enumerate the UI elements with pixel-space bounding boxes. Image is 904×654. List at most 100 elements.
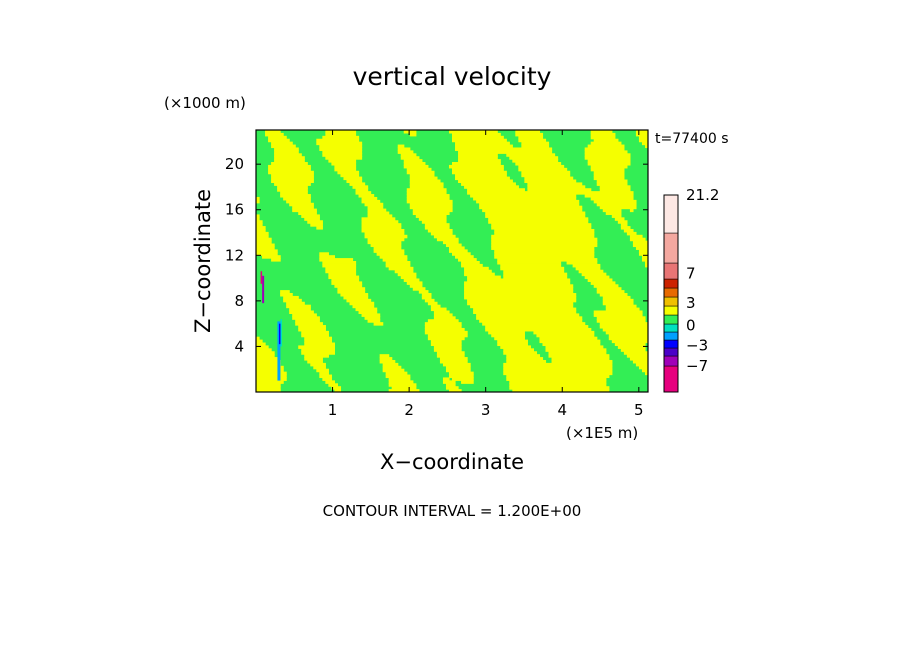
updraft-patch: [274, 159, 305, 163]
updraft-patch: [467, 191, 634, 195]
updraft-patch: [367, 214, 393, 218]
updraft-patch: [602, 208, 622, 213]
updraft-patch: [256, 234, 269, 239]
updraft-patch: [605, 307, 640, 312]
colorbar-label: −7: [686, 357, 708, 375]
updraft-patch: [256, 371, 287, 376]
updraft-patch: [301, 333, 329, 338]
updraft-patch: [322, 135, 360, 140]
updraft-patch: [509, 156, 559, 160]
updraft-patch: [629, 234, 643, 239]
updraft-patch: [406, 196, 450, 201]
updraft-patch: [442, 377, 450, 381]
colorbar-bin: [663, 365, 679, 393]
updraft-patch: [491, 237, 598, 242]
updraft-patch: [361, 313, 381, 317]
updraft-patch: [406, 167, 432, 172]
updraft-patch: [461, 263, 483, 268]
updraft-patch: [379, 255, 408, 259]
updraft-patch: [256, 214, 260, 218]
updraft-patch: [256, 383, 281, 387]
updraft-patch: [593, 176, 625, 181]
updraft-patch: [340, 293, 369, 297]
updraft-patch: [391, 386, 417, 390]
updraft-patch: [358, 194, 375, 198]
updraft-patch: [476, 199, 580, 204]
updraft-patch: [620, 226, 631, 230]
updraft-patch: [566, 261, 598, 265]
updraft-patch: [521, 173, 571, 178]
updraft-patch: [548, 351, 607, 355]
updraft-patch: [433, 316, 456, 320]
updraft-patch: [602, 298, 634, 303]
updraft-patch: [256, 336, 260, 341]
updraft-patch: [334, 167, 357, 172]
updraft-patch: [361, 223, 402, 227]
y-axis-ticks: 4 8 12 16 20: [225, 155, 648, 355]
colorbar-label: −3: [686, 336, 708, 354]
updraft-patch: [497, 342, 528, 347]
updraft-patch: [268, 167, 311, 172]
updraft-patch: [316, 141, 363, 146]
updraft-patch: [455, 173, 507, 178]
updraft-patch: [256, 231, 269, 236]
updraft-patch: [256, 249, 278, 253]
extreme-streak: [260, 271, 263, 284]
updraft-patch: [256, 374, 287, 379]
updraft-patch: [539, 336, 598, 341]
updraft-patch: [331, 281, 363, 285]
updraft-patch: [587, 159, 631, 163]
updraft-patch: [458, 179, 513, 183]
updraft-patch: [527, 182, 583, 186]
updraft-patch: [424, 226, 450, 230]
updraft-patch: [292, 316, 320, 320]
updraft-patch: [467, 301, 574, 306]
updraft-patch: [611, 214, 622, 218]
updraft-patch: [292, 208, 317, 213]
updraft-patch: [340, 173, 360, 178]
updraft-patch: [494, 255, 595, 259]
updraft-patch: [635, 130, 648, 134]
updraft-patch: [473, 310, 577, 314]
updraft-patch: [548, 354, 610, 358]
updraft-patch: [485, 214, 586, 218]
y-tick-label: 8: [234, 292, 244, 310]
updraft-patch: [256, 365, 284, 370]
updraft-patch: [638, 365, 648, 370]
updraft-patch: [433, 234, 456, 239]
updraft-patch: [331, 278, 360, 282]
updraft-patch: [325, 156, 363, 160]
updraft-patch: [334, 284, 363, 288]
updraft-patch: [593, 284, 619, 288]
updraft-patch: [406, 191, 447, 195]
updraft-patch: [256, 226, 266, 230]
updraft-patch: [304, 342, 335, 347]
updraft-patch: [527, 188, 592, 192]
updraft-patch: [382, 362, 399, 367]
updraft-patch: [458, 258, 477, 262]
updraft-patch: [620, 348, 646, 352]
updraft-patch: [271, 162, 308, 166]
updraft-patch: [452, 138, 507, 143]
time-label: t=77400 s: [655, 131, 729, 147]
updraft-patch: [494, 228, 595, 233]
updraft-patch: [427, 333, 468, 338]
updraft-patch: [515, 162, 562, 166]
updraft-patch: [590, 281, 616, 285]
updraft-patch: [596, 290, 625, 294]
updraft-patch: [424, 330, 468, 335]
updraft-patch: [319, 371, 329, 376]
colorbar: 21.2 7 3 0 −3 −7: [663, 186, 719, 393]
updraft-patch: [638, 138, 648, 143]
plot-frame: [255, 129, 649, 393]
updraft-patch: [590, 132, 616, 137]
updraft-patch: [304, 217, 320, 221]
updraft-patch: [349, 182, 366, 186]
updraft-patch: [467, 278, 571, 282]
updraft-patch: [361, 228, 405, 233]
updraft-patch: [430, 339, 462, 344]
updraft-patch: [403, 130, 417, 134]
updraft-patch: [352, 304, 375, 309]
updraft-patch: [632, 240, 648, 245]
updraft-patch: [575, 266, 601, 271]
